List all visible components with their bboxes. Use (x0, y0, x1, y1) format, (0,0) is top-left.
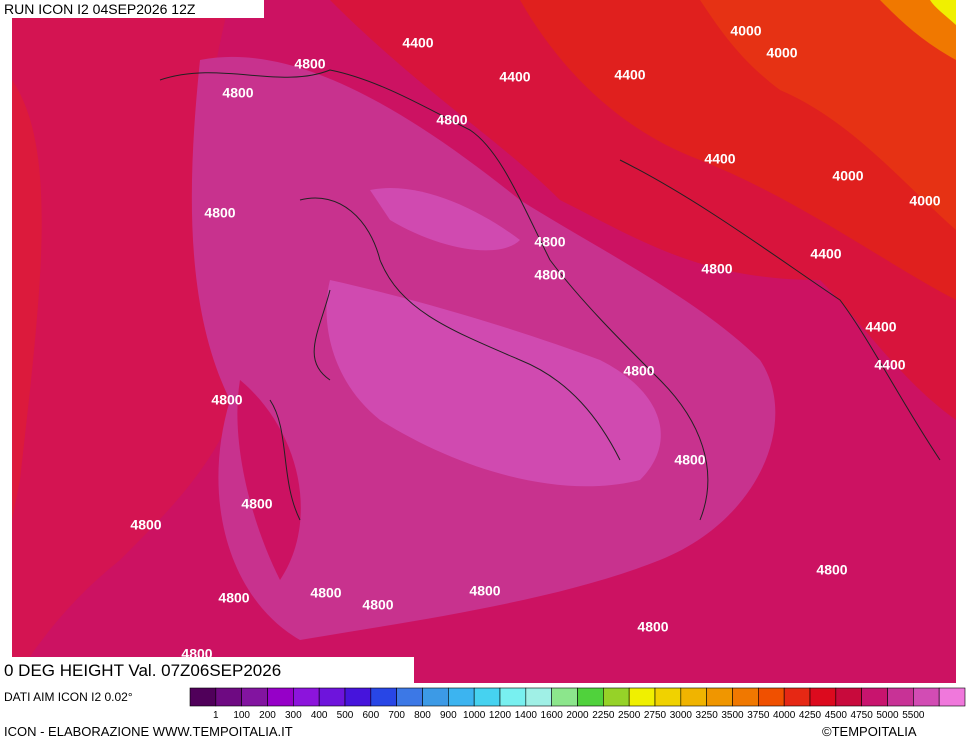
legend-swatch (551, 687, 578, 707)
contour-label: 4400 (402, 35, 433, 51)
contour-label: 4800 (637, 619, 668, 635)
legend-swatch (783, 687, 811, 707)
borders (159, 69, 941, 521)
legend-label: 5000 (876, 710, 899, 721)
legend-label: 1 (213, 710, 219, 721)
contour-label: 4000 (832, 168, 863, 184)
legend-label: 5500 (902, 710, 925, 721)
legend-label: 600 (362, 710, 379, 721)
legend-swatch (758, 687, 785, 707)
contour-label: 4800 (362, 597, 393, 613)
contour-label: 4800 (674, 452, 705, 468)
contour-label: 4800 (816, 562, 847, 578)
legend-label: 300 (285, 710, 302, 721)
contour-label: 4800 (204, 205, 235, 221)
legend-label: 900 (440, 710, 457, 721)
legend-label: 4500 (825, 710, 848, 721)
legend-label: 3000 (670, 710, 693, 721)
contour-label: 4800 (623, 363, 654, 379)
contour-label: 4800 (701, 261, 732, 277)
contour-label: 4400 (874, 357, 905, 373)
legend-label: 700 (388, 710, 405, 721)
brand: ©TEMPOITALIA (822, 724, 917, 739)
legend-swatch (887, 687, 914, 707)
legend-swatch (422, 687, 449, 707)
legend-label: 1000 (463, 710, 486, 721)
contour-label: 4400 (810, 246, 841, 262)
contour-label: 4000 (766, 45, 797, 61)
map-field (12, 0, 956, 683)
legend-swatch (344, 687, 372, 707)
legend-swatch (241, 687, 268, 707)
contour-label: 4000 (730, 23, 761, 39)
legend-swatch (448, 687, 475, 707)
legend-label: 100 (233, 710, 250, 721)
legend-swatch (293, 687, 320, 707)
contour-label: 4800 (294, 56, 325, 72)
contour-label: 4800 (218, 590, 249, 606)
contour-label: 4800 (469, 583, 500, 599)
legend-swatch (525, 687, 552, 707)
legend-swatch (577, 687, 604, 707)
contour-label: 4800 (436, 112, 467, 128)
contour-label: 4800 (241, 496, 272, 512)
legend-swatch (732, 687, 759, 707)
legend-label: 4750 (851, 710, 874, 721)
legend-swatch (861, 687, 888, 707)
legend-label: 3750 (747, 710, 770, 721)
contour-label: 4800 (310, 585, 341, 601)
legend-swatch (473, 687, 501, 707)
legend-swatch (189, 687, 217, 707)
contour-label: 4400 (614, 67, 645, 83)
legend-swatch (499, 687, 527, 707)
legend-swatch (318, 687, 346, 707)
contour-label: 4800 (211, 392, 242, 408)
legend-swatch (396, 687, 423, 707)
legend-label: 800 (414, 710, 431, 721)
contour-label: 4400 (704, 151, 735, 167)
contour-label: 4800 (222, 85, 253, 101)
contour-label: 4800 (534, 267, 565, 283)
legend-label: 2500 (618, 710, 641, 721)
legend-swatch (706, 687, 733, 707)
legend-swatch (370, 687, 397, 707)
color-legend: 1 100 200 300 400 500 600 700 800 900 1000 1200 1400… (189, 687, 966, 721)
legend-swatch (603, 687, 630, 707)
legend-label: 3500 (721, 710, 744, 721)
legend-label: 2750 (644, 710, 667, 721)
map-title: 0 DEG HEIGHT Val. 07Z06SEP2026 (4, 661, 281, 680)
legend-label: 3250 (696, 710, 719, 721)
contour-label: 4800 (534, 234, 565, 250)
legend-label: 200 (259, 710, 276, 721)
contour-label: 4400 (499, 69, 530, 85)
title-box (0, 657, 414, 683)
legend-label: 1600 (541, 710, 564, 721)
legend-label: 400 (311, 710, 328, 721)
legend-swatch (267, 687, 294, 707)
credit: ICON - ELABORAZIONE WWW.TEMPOITALIA.IT (4, 724, 293, 739)
legend-label: 500 (337, 710, 354, 721)
legend-swatch (938, 687, 966, 707)
legend-label: 1200 (489, 710, 512, 721)
legend-label: 2250 (592, 710, 615, 721)
contour-label: 4800 (130, 517, 161, 533)
legend-swatch (628, 687, 656, 707)
legend-swatch (913, 687, 940, 707)
legend-swatch (835, 687, 862, 707)
legend-label: 4000 (773, 710, 796, 721)
legend-swatch (809, 687, 837, 707)
contour-label: 4000 (909, 193, 940, 209)
run-label: RUN ICON I2 04SEP2026 12Z (4, 1, 196, 17)
legend-swatch (680, 687, 707, 707)
legend-swatch (215, 687, 242, 707)
legend-label: 1400 (515, 710, 538, 721)
source-label: DATI AIM ICON I2 0.02° (4, 690, 133, 704)
contour-label: 4400 (865, 319, 896, 335)
legend-swatch (654, 687, 682, 707)
legend-label: 2000 (566, 710, 589, 721)
contour-labels: 4400 4000 4800 4000 4400 4400 4800 4800 4400 4000… (130, 23, 940, 662)
legend-label: 4250 (799, 710, 822, 721)
header-box (0, 0, 264, 18)
